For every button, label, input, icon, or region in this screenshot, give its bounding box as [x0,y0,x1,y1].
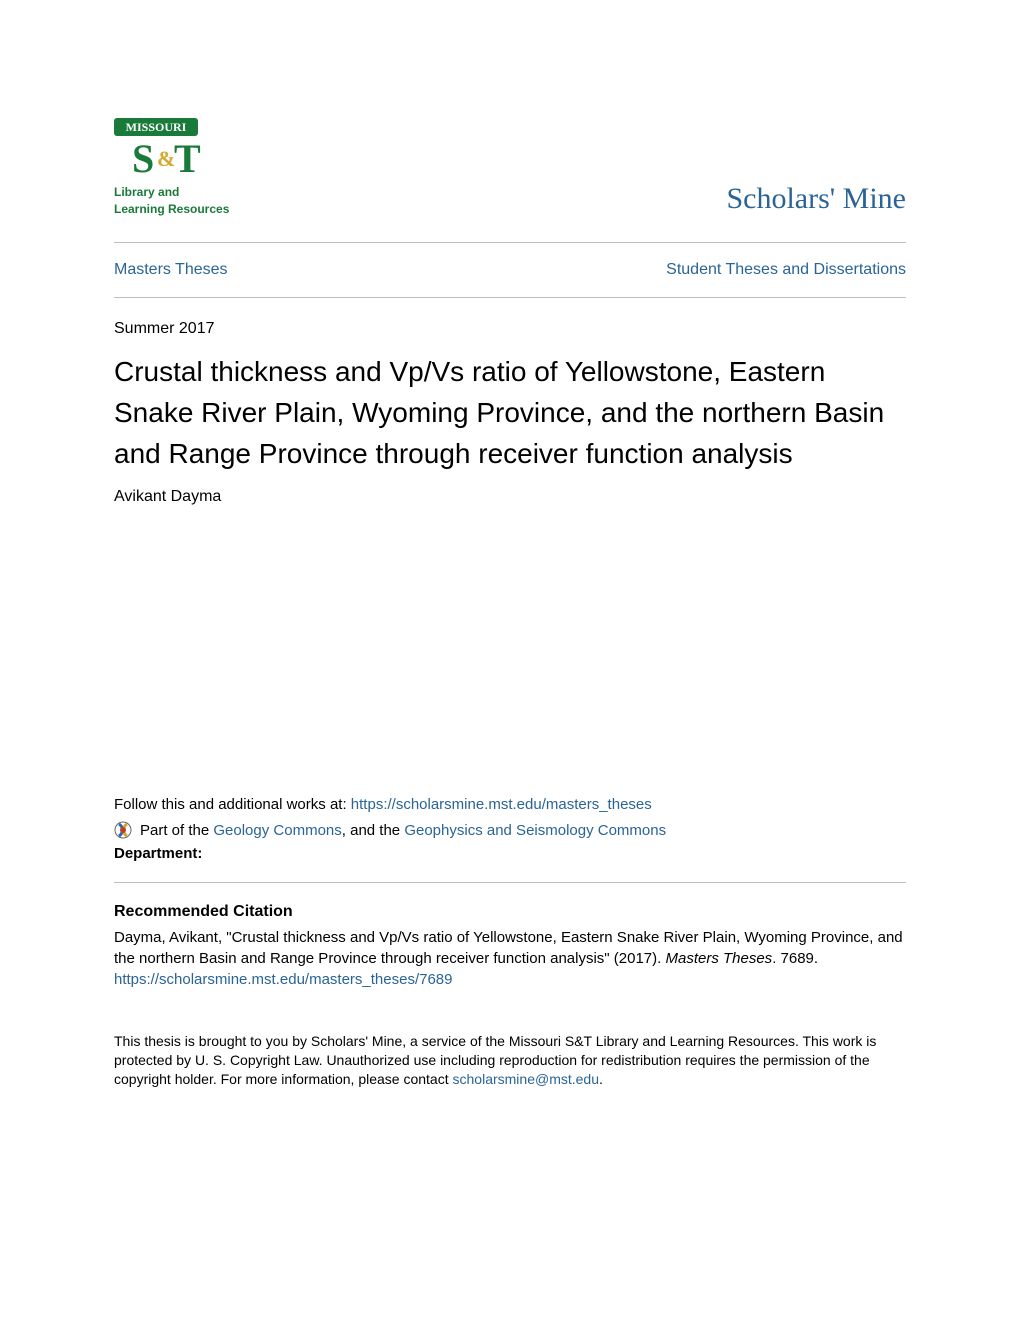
follow-url-link[interactable]: https://scholarsmine.mst.edu/masters_the… [351,796,652,813]
page-title: Crustal thickness and Vp/Vs ratio of Yel… [114,352,906,474]
breadcrumb: Masters Theses Student Theses and Disser… [114,243,906,297]
logo-top-text: MISSOURI [126,120,187,134]
citation-after: . 7689. [772,950,818,967]
network-commons-icon [114,821,132,839]
citation-text: Dayma, Avikant, "Crustal thickness and V… [114,927,906,969]
publication-date: Summer 2017 [114,320,906,338]
site-name-link[interactable]: Scholars' Mine [726,182,906,216]
missouri-st-logo-icon: MISSOURI S & T [114,118,210,182]
divider [114,297,906,298]
logo-subtitle-line2: Learning Resources [114,203,229,216]
logo-s: S [132,136,154,181]
logo-subtitle-line1: Library and [114,186,179,199]
citation-source-title: Masters Theses [665,950,772,967]
header-row: MISSOURI S & T Library and Learning Reso… [114,118,906,216]
recommended-citation-heading: Recommended Citation [114,903,906,921]
department-label: Department: [114,845,906,862]
contact-email-link[interactable]: scholarsmine@mst.edu [453,1071,600,1087]
follow-prefix: Follow this and additional works at: [114,796,351,813]
institution-logo[interactable]: MISSOURI S & T Library and Learning Reso… [114,118,229,216]
follow-line: Follow this and additional works at: htt… [114,796,906,813]
divider [114,882,906,883]
footer-rights-note: This thesis is brought to you by Scholar… [114,1032,906,1089]
permalink[interactable]: https://scholarsmine.mst.edu/masters_the… [114,971,906,988]
partof-sep: , and the [342,822,405,839]
partof-prefix: Part of the [140,822,213,839]
geology-commons-link[interactable]: Geology Commons [213,822,341,839]
breadcrumb-parent-link[interactable]: Student Theses and Dissertations [666,261,906,279]
logo-amp: & [157,146,175,171]
part-of-line: Part of the Geology Commons, and the Geo… [114,821,906,839]
page: MISSOURI S & T Library and Learning Reso… [0,0,1020,1320]
partof-text: Part of the Geology Commons, and the Geo… [140,822,666,839]
geophysics-commons-link[interactable]: Geophysics and Seismology Commons [404,822,666,839]
author-name: Avikant Dayma [114,488,906,506]
footer-after: . [599,1071,603,1087]
spacer [114,506,906,796]
logo-t: T [174,136,201,181]
breadcrumb-collection-link[interactable]: Masters Theses [114,261,228,279]
